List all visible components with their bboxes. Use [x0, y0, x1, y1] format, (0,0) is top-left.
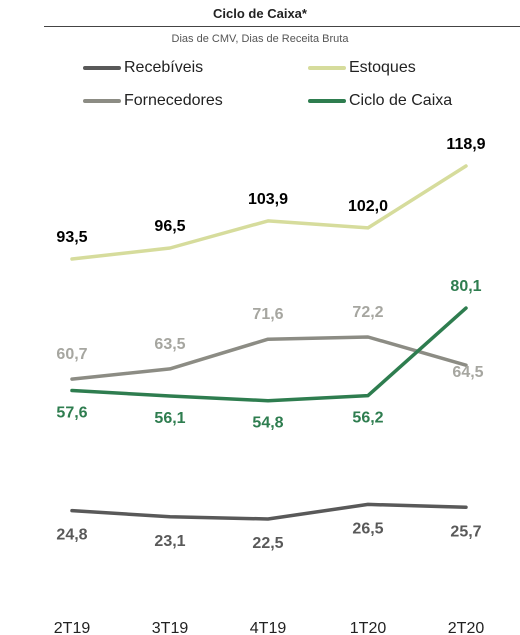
series-line-fornecedores	[70, 335, 468, 381]
legend-swatch-fornecedores	[83, 99, 121, 103]
data-label-recebiveis-1t20: 26,5	[352, 520, 383, 537]
legend-item-ciclo-de-caixa: Ciclo de Caixa	[308, 90, 452, 112]
data-label-fornecedores-4t19: 71,6	[252, 306, 283, 323]
data-label-fornecedores-1t20: 72,2	[352, 304, 383, 321]
chart-subtitle: Dias de CMV, Dias de Receita Bruta	[171, 33, 349, 45]
data-label-recebiveis-2t19: 24,8	[56, 527, 87, 544]
legend-item-estoques: Estoques	[308, 57, 416, 79]
title-divider	[44, 26, 520, 27]
data-label-estoques-1t20: 102,0	[348, 198, 388, 215]
data-label-estoques-2t20: 118,9	[446, 136, 485, 153]
data-label-ciclo-de-caixa-2t20: 80,1	[450, 278, 481, 295]
legend-swatch-ciclo-de-caixa	[308, 99, 346, 103]
x-tick-label-1t20: 1T20	[350, 620, 387, 635]
data-label-ciclo-de-caixa-1t20: 56,2	[352, 410, 383, 427]
data-label-ciclo-de-caixa-2t19: 57,6	[56, 405, 87, 422]
data-label-ciclo-de-caixa-4t19: 54,8	[252, 415, 283, 432]
legend-label-estoques: Estoques	[349, 59, 416, 76]
data-label-estoques-3t19: 96,5	[154, 218, 185, 235]
legend-label-fornecedores: Fornecedores	[124, 92, 223, 109]
data-label-recebiveis-3t19: 23,1	[154, 533, 185, 550]
data-label-fornecedores-2t20: 64,5	[452, 364, 483, 381]
legend-label-recebiveis: Recebíveis	[124, 59, 204, 76]
x-tick-label-2t20: 2T20	[448, 620, 485, 635]
series-line-recebiveis	[70, 502, 468, 521]
legend-swatch-recebiveis	[83, 66, 121, 70]
x-tick-label-2t19: 2T19	[54, 620, 91, 635]
x-tick-label-4t19: 4T19	[250, 620, 287, 635]
series-line-ciclo-de-caixa	[70, 306, 468, 403]
legend-swatch-estoques	[308, 66, 346, 70]
data-label-recebiveis-2t20: 25,7	[450, 523, 481, 540]
legend-label-ciclo-de-caixa: Ciclo de Caixa	[349, 92, 453, 109]
x-tick-label-3t19: 3T19	[152, 620, 189, 635]
legend-item-fornecedores: Fornecedores	[83, 90, 223, 112]
legend-item-recebiveis: Recebíveis	[83, 57, 203, 79]
data-label-fornecedores-2t19: 60,7	[56, 346, 87, 363]
data-label-recebiveis-4t19: 22,5	[252, 535, 283, 552]
series-line-estoques	[70, 164, 468, 261]
chart-title: Ciclo de Caixa*	[213, 6, 307, 21]
data-label-ciclo-de-caixa-3t19: 56,1	[154, 410, 185, 427]
data-label-fornecedores-3t19: 63,5	[154, 336, 185, 353]
data-label-estoques-4t19: 103,9	[248, 191, 288, 208]
data-label-estoques-2t19: 93,5	[56, 229, 87, 246]
